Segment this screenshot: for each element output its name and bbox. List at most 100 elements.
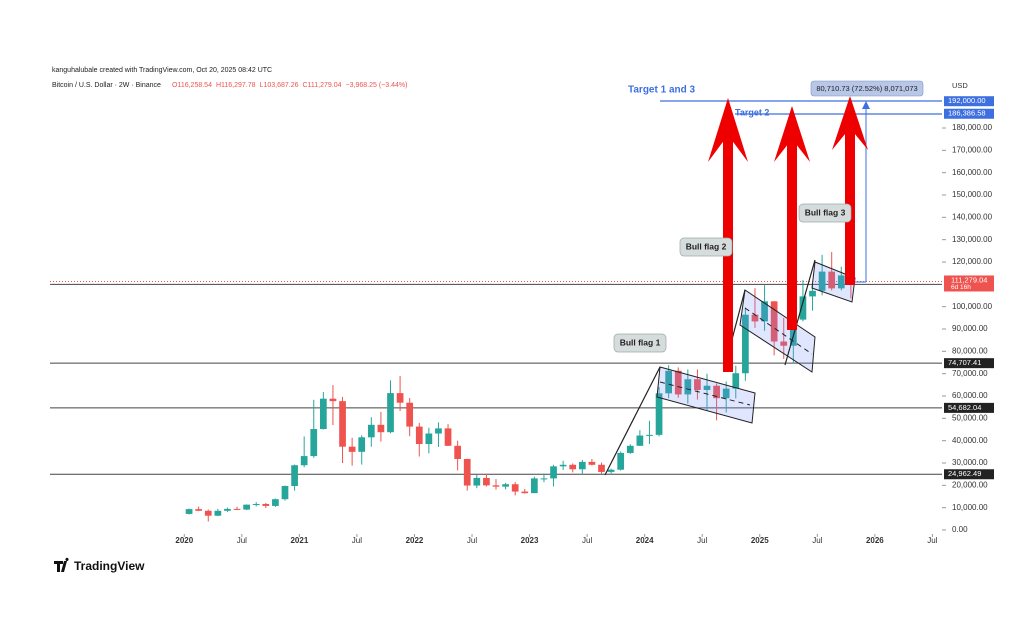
x-tick-label: Jul: [582, 536, 592, 545]
x-tick-label: 2022: [406, 536, 424, 545]
drawings: Bull flag 1 Bull flag 2 Bull flag 3 Targ…: [604, 80, 942, 476]
candle-body: [780, 341, 788, 346]
candle-body: [569, 464, 577, 470]
candle-body: [665, 370, 673, 394]
y-tick-label: 150,000.00: [952, 190, 993, 199]
candle-body: [588, 461, 596, 465]
candle-body: [646, 434, 653, 436]
current-label: 111,279.04: [951, 275, 987, 284]
candle-body: [684, 379, 692, 395]
candle-body: [559, 464, 567, 467]
candle-body: [578, 461, 586, 470]
target-text: Target 1 and 3: [628, 85, 695, 96]
y-tick-label: 120,000.00: [952, 257, 993, 266]
candle-body: [732, 373, 740, 389]
level-label: 24,962.49: [948, 469, 981, 478]
x-tick-label: Jul: [467, 536, 477, 545]
ohlc-value: H116,297.78: [216, 82, 256, 89]
x-tick-label: 2024: [636, 536, 654, 545]
candle-body: [252, 503, 260, 505]
level-label: 54,682.04: [948, 403, 981, 412]
y-tick-label: 70,000.00: [952, 369, 988, 378]
x-tick-label: Jul: [812, 536, 822, 545]
candle-body: [396, 393, 404, 403]
candle-body: [406, 402, 414, 427]
y-tick-label: 10,000.00: [952, 503, 988, 512]
candle-body: [195, 509, 203, 511]
x-tick-label: Jul: [697, 536, 707, 545]
candle-body: [617, 452, 625, 470]
level-tag: [944, 402, 994, 413]
x-tick-label: 2020: [175, 536, 193, 545]
flag-box: [613, 333, 667, 353]
ohlc-value: C111,279.04: [302, 82, 341, 89]
candle-body: [550, 466, 557, 479]
candle-body: [694, 379, 701, 390]
x-tick-label: 2023: [521, 536, 539, 545]
candle-body: [454, 445, 461, 459]
ohlc-value: O116,258.54: [172, 82, 212, 89]
candle-body: [444, 428, 452, 446]
flag-label: Bull flag 2: [686, 241, 727, 251]
candle-body: [789, 319, 797, 346]
candle-body: [281, 486, 289, 500]
candle-body: [751, 314, 759, 322]
flag-label: Bull flag 1: [620, 337, 661, 347]
candle-body: [809, 290, 816, 297]
candle-body: [521, 491, 529, 494]
candle-body: [319, 398, 327, 430]
arrow-head: [774, 106, 810, 162]
y-tick-label: 160,000.00: [952, 168, 993, 177]
y-tick-label: 90,000.00: [952, 324, 988, 333]
logo: TradingView: [54, 557, 145, 573]
ohlc-row: O116,258.54 H116,297.78 L103,687.26 C111,27…: [172, 82, 407, 89]
candle-body: [837, 275, 845, 289]
current-tag: [944, 275, 994, 292]
flag-label: Bull flag 3: [805, 207, 846, 217]
candle-body: [243, 504, 250, 510]
candle-body: [655, 393, 663, 435]
target-label: 192,000.00: [948, 96, 986, 105]
trend-line: [784, 259, 816, 366]
target-text: Target 2: [735, 107, 769, 117]
candle-body: [291, 465, 298, 487]
candle-body: [483, 477, 490, 486]
candle-body: [722, 388, 730, 399]
candle-body: [415, 426, 423, 445]
countdown: 6d 16h: [951, 284, 971, 291]
candle-body: [233, 508, 241, 510]
candle-body: [463, 458, 471, 486]
target-tag: [944, 96, 994, 107]
arrow-shaft: [787, 135, 797, 330]
flag-channel: [811, 261, 856, 303]
candle-body: [636, 435, 644, 446]
y-tick-label: 40,000.00: [952, 436, 988, 445]
candle-body: [358, 437, 366, 452]
y-tick-label: 60,000.00: [952, 391, 988, 400]
candle-body: [799, 296, 807, 320]
candle-body: [339, 401, 346, 447]
candle-body: [511, 484, 519, 492]
x-tick-label: 2021: [290, 536, 308, 545]
arrow-head: [708, 98, 748, 162]
candle-body: [377, 424, 385, 433]
y-tick-label: 0.00: [952, 525, 968, 534]
candle-body: [742, 314, 749, 374]
candle-body: [502, 484, 509, 487]
x-tick-label: Jul: [352, 536, 362, 545]
candle-body: [224, 508, 231, 511]
candle-body: [492, 485, 500, 487]
candle-body: [540, 478, 548, 480]
candle-body: [818, 271, 826, 291]
candle-body: [262, 503, 270, 506]
candle-body: [770, 301, 778, 342]
candle-body: [272, 499, 279, 506]
candle-body: [214, 510, 222, 516]
logo-mark: [54, 557, 69, 572]
measure-box: [810, 80, 924, 97]
y-tick-label: 130,000.00: [952, 235, 993, 244]
y-tick-label: 170,000.00: [952, 145, 993, 154]
ohlc-value: −3,968.25 (−3.44%): [346, 82, 408, 89]
measure-text: 80,710.73 (72.52%) 8,071,073: [816, 84, 917, 93]
